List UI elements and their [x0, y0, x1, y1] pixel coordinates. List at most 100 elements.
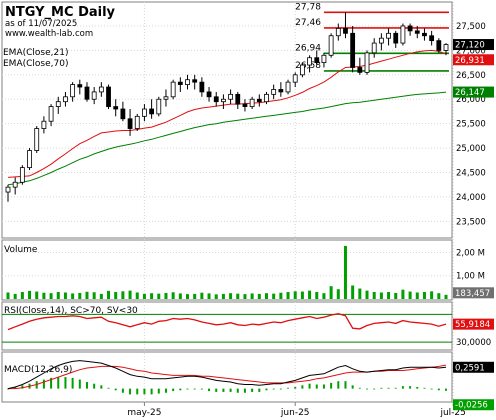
- volume-bar: [430, 291, 434, 299]
- chart-title: NTGY_MC Daily: [5, 5, 116, 20]
- macd-histogram-bar: [208, 388, 211, 392]
- candle-body: [206, 91, 212, 98]
- candle-body: [371, 42, 377, 54]
- candle-body: [335, 28, 341, 37]
- volume-bar: [121, 291, 125, 299]
- volume-bar: [315, 292, 319, 299]
- volume-bar: [329, 286, 333, 299]
- volume-bar: [308, 290, 312, 299]
- candle-body: [285, 81, 291, 93]
- volume-bar: [63, 292, 67, 299]
- last-price-tag: 27,120: [455, 41, 485, 51]
- price-tick-label: 27,500: [456, 22, 486, 32]
- volume-bar: [264, 293, 268, 299]
- volume-bar: [372, 292, 376, 299]
- candle-body: [400, 25, 406, 44]
- volume-bar: [6, 292, 10, 299]
- candle-body: [91, 91, 97, 100]
- candle-body: [307, 57, 312, 66]
- macd-histogram-bar: [172, 388, 175, 392]
- rsi-lines: [2, 313, 452, 343]
- macd-histogram-bar: [251, 388, 254, 392]
- macd-histogram-bar: [71, 377, 74, 389]
- ema21-tag-bg: [453, 54, 494, 66]
- macd-histogram-bar: [322, 384, 325, 389]
- volume-bar: [437, 293, 441, 299]
- macd-histogram-bar: [409, 386, 412, 389]
- rsi-last-tag-bg: [453, 318, 494, 330]
- candle-body: [235, 93, 241, 105]
- macd-histogram-bar: [42, 379, 45, 389]
- macd-histogram-bar: [21, 385, 24, 389]
- candle-body: [192, 79, 198, 83]
- macd-histogram-bar: [394, 387, 397, 389]
- candle-body: [378, 37, 384, 44]
- volume-bar: [394, 292, 398, 299]
- macd-histogram-bar: [401, 386, 404, 389]
- candle-body: [228, 93, 233, 100]
- volume-bar: [336, 289, 340, 299]
- macd-histogram-bar: [200, 388, 203, 390]
- candle-body: [170, 81, 176, 98]
- macd-histogram-bar: [243, 388, 246, 393]
- candle-body: [414, 30, 420, 34]
- price-candles: [5, 12, 449, 202]
- x-axis-labels: may-25 jun-25 jul-25: [127, 402, 466, 418]
- macd-histogram-bar: [229, 388, 232, 392]
- candle-body: [55, 101, 61, 107]
- volume-bar: [85, 291, 89, 299]
- macd-last-tag-bg: [453, 361, 494, 373]
- macd-histogram-bar: [272, 388, 275, 390]
- candle-body: [163, 96, 169, 100]
- candle-body: [213, 96, 219, 103]
- macd-histogram-bar: [100, 385, 103, 389]
- macd-histogram-bar: [315, 384, 318, 389]
- y-axis-labels: 23,500 24,000 24,500 25,000 25,500 26,000 26,5…: [456, 22, 491, 348]
- volume-bar: [20, 292, 24, 299]
- macd-title: MACD(12,26,9): [4, 365, 72, 375]
- volume-bar: [236, 293, 240, 299]
- macd-histogram-bar: [258, 388, 261, 392]
- candle-body: [242, 103, 248, 107]
- macd-histogram-bar: [287, 387, 290, 389]
- volume-bar: [293, 291, 297, 299]
- volume-tick-label: 2,00 M: [456, 248, 485, 258]
- macd-histogram-bar: [157, 388, 160, 394]
- x-tick-label: jun-25: [280, 408, 310, 418]
- candle-body: [407, 25, 413, 32]
- macd-last-tag: 0,2591: [455, 363, 485, 373]
- macd-histogram-bar: [215, 388, 218, 392]
- macd-histogram-bar: [387, 387, 390, 389]
- candle-body: [41, 120, 47, 129]
- macd-histogram-bar: [445, 388, 447, 391]
- volume-bar: [164, 292, 168, 299]
- macd-histogram-bar: [129, 388, 132, 395]
- candle-body: [84, 86, 90, 100]
- volume-bar: [229, 293, 233, 299]
- ema70-legend: EMA(Close,70): [3, 59, 68, 69]
- volume-bar: [379, 292, 383, 299]
- volume-bar: [286, 292, 290, 299]
- volume-bar: [408, 291, 412, 299]
- candle-body: [357, 67, 363, 73]
- volume-bar: [171, 292, 175, 299]
- volume-bar: [56, 292, 60, 299]
- rsi-tick-label: 30,0000: [456, 338, 491, 348]
- last-price-tag-bg: [453, 39, 494, 51]
- candle-body: [177, 81, 183, 85]
- volume-bar: [42, 292, 46, 299]
- candle-body: [106, 86, 111, 107]
- candle-body: [386, 32, 391, 39]
- macd-histogram-bar: [186, 388, 189, 390]
- macd-histogram-bar: [143, 388, 146, 395]
- volume-bar: [128, 290, 132, 299]
- price-tick-label: 27,000: [456, 46, 486, 56]
- volume-bar: [207, 293, 211, 299]
- volume-bar: [279, 292, 283, 299]
- volume-bar: [272, 293, 276, 299]
- macd-histogram-bar: [85, 382, 88, 389]
- candle-body: [98, 86, 104, 93]
- candle-body: [278, 89, 284, 93]
- macd-histogram-bar: [114, 388, 117, 391]
- candle-body: [70, 84, 76, 98]
